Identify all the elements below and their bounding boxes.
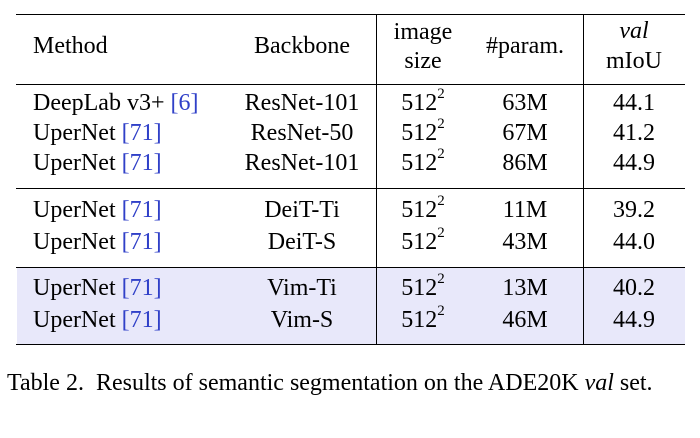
vim-rows-highlight (17, 268, 685, 344)
method-cell: UperNet [71] (33, 273, 162, 303)
citation-link[interactable]: [6] (170, 90, 199, 116)
header-backbone: Backbone (254, 33, 350, 59)
caption-text-before: Results of semantic segmentation on the … (95, 370, 579, 396)
method-name: UperNet (33, 150, 116, 176)
image-size-cell: 5122 (401, 193, 445, 225)
citation-link[interactable]: [71] (121, 275, 162, 301)
miou-cell: 44.0 (613, 229, 655, 255)
backbone-cell: DeiT-S (267, 229, 337, 255)
citation-link[interactable]: [71] (121, 229, 162, 255)
image-size-cell: 5122 (401, 225, 445, 257)
header-image-size-line1: image (393, 19, 453, 45)
miou-cell: 44.9 (613, 307, 655, 333)
method-name: UperNet (33, 275, 116, 301)
header-val-line2: mIoU (606, 48, 662, 74)
image-size-cell: 5122 (401, 146, 445, 178)
miou-cell: 40.2 (613, 275, 655, 301)
image-size-exponent: 2 (437, 193, 445, 209)
backbone-cell: ResNet-101 (244, 150, 360, 176)
table-group-rule-2 (16, 267, 685, 268)
table-top-rule (16, 14, 685, 15)
image-size-base: 512 (401, 197, 438, 223)
miou-cell: 44.9 (613, 150, 655, 176)
image-size-exponent: 2 (437, 303, 445, 319)
method-name: UperNet (33, 197, 116, 223)
image-size-exponent: 2 (437, 116, 445, 132)
citation-link[interactable]: [71] (121, 150, 162, 176)
header-image-size-line2: size (404, 48, 442, 74)
params-cell: 13M (502, 275, 548, 301)
backbone-cell: Vim-S (270, 307, 334, 333)
header-params: #param. (486, 33, 564, 59)
image-size-cell: 5122 (401, 116, 445, 148)
image-size-exponent: 2 (437, 271, 445, 287)
header-val-line1: val (619, 18, 649, 44)
backbone-cell: DeiT-Ti (264, 197, 340, 223)
table-vertical-rule-2 (583, 15, 584, 344)
backbone-cell: Vim-Ti (267, 275, 337, 301)
method-cell: UperNet [71] (33, 118, 162, 148)
miou-cell: 44.1 (613, 90, 655, 116)
citation-link[interactable]: [71] (121, 197, 162, 223)
caption-label: Table 2. (7, 370, 84, 396)
image-size-base: 512 (401, 120, 438, 146)
params-cell: 43M (502, 229, 548, 255)
method-name: UperNet (33, 307, 116, 333)
method-cell: UperNet [71] (33, 227, 162, 257)
image-size-base: 512 (401, 90, 438, 116)
params-cell: 11M (502, 197, 548, 223)
image-size-exponent: 2 (437, 86, 445, 102)
table-caption: Table 2. Results of semantic segmentatio… (7, 367, 687, 400)
miou-cell: 41.2 (613, 120, 655, 146)
method-cell: UperNet [71] (33, 305, 162, 335)
citation-link[interactable]: [71] (121, 307, 162, 333)
miou-cell: 39.2 (613, 197, 655, 223)
image-size-cell: 5122 (401, 86, 445, 118)
params-cell: 67M (502, 120, 548, 146)
table-bottom-rule (16, 344, 685, 345)
image-size-base: 512 (401, 307, 438, 333)
table-vertical-rule-1 (376, 15, 377, 344)
method-name: UperNet (33, 120, 116, 146)
backbone-cell: ResNet-50 (250, 120, 354, 146)
table-header-rule (16, 84, 685, 85)
params-cell: 86M (502, 150, 548, 176)
params-cell: 63M (502, 90, 548, 116)
params-cell: 46M (502, 307, 548, 333)
method-name: UperNet (33, 229, 116, 255)
citation-link[interactable]: [71] (121, 120, 162, 146)
method-cell: UperNet [71] (33, 195, 162, 225)
image-size-exponent: 2 (437, 146, 445, 162)
method-name: DeepLab v3+ (33, 90, 165, 116)
table-group-rule-1 (16, 188, 685, 189)
caption-text-after: set. (619, 370, 653, 396)
image-size-base: 512 (401, 229, 438, 255)
caption-italic-word: val (584, 370, 614, 396)
header-method: Method (33, 33, 108, 59)
image-size-exponent: 2 (437, 225, 445, 241)
image-size-base: 512 (401, 275, 438, 301)
backbone-cell: ResNet-101 (244, 90, 360, 116)
method-cell: UperNet [71] (33, 148, 162, 178)
image-size-cell: 5122 (401, 271, 445, 303)
image-size-cell: 5122 (401, 303, 445, 335)
method-cell: DeepLab v3+ [6] (33, 88, 198, 118)
image-size-base: 512 (401, 150, 438, 176)
